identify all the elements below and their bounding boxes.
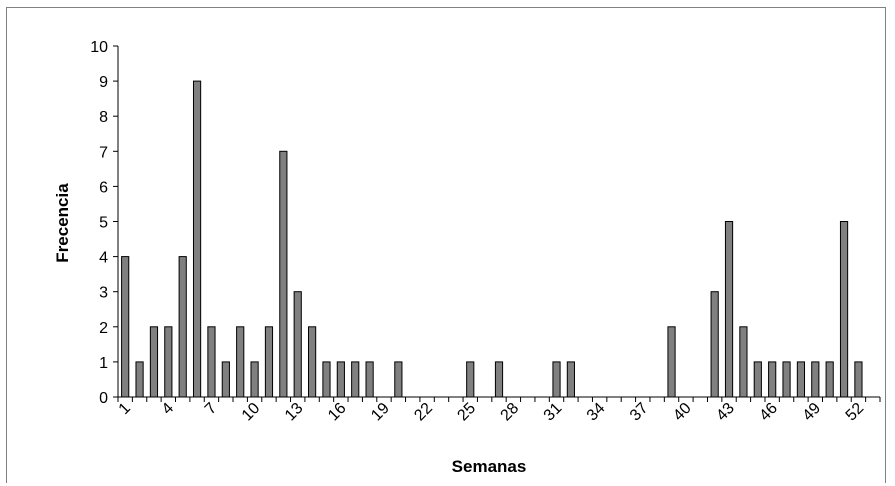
x-tick-label-10: 10 — [239, 400, 264, 425]
y-tick-label-2: 2 — [99, 320, 108, 337]
x-tick-label-19: 19 — [368, 400, 393, 425]
bar-week-51 — [839, 221, 849, 398]
y-tick-label-0: 0 — [99, 390, 108, 407]
bar-week-31 — [552, 361, 561, 398]
bar-week-13 — [293, 291, 302, 398]
x-tick-label-49: 49 — [800, 400, 825, 425]
x-tick-label-16: 16 — [325, 400, 350, 425]
bar-week-42 — [710, 291, 719, 398]
bar-week-6 — [192, 80, 202, 398]
bar-week-47 — [782, 361, 791, 398]
bar-week-25 — [466, 361, 475, 398]
y-tick-label-7: 7 — [99, 144, 108, 161]
bar-week-50 — [825, 361, 834, 398]
bar-week-15 — [322, 361, 331, 398]
y-tick-label-4: 4 — [99, 250, 108, 267]
x-tick-label-13: 13 — [282, 400, 307, 425]
bar-week-39 — [667, 326, 676, 398]
bar-week-48 — [796, 361, 806, 398]
bar-week-2 — [135, 361, 144, 398]
y-tick-label-3: 3 — [99, 285, 108, 302]
x-tick-label-22: 22 — [411, 400, 436, 425]
bar-week-52 — [854, 361, 863, 398]
bar-week-43 — [724, 221, 734, 398]
bar-week-49 — [811, 361, 820, 398]
x-tick-label-40: 40 — [670, 400, 695, 425]
bar-week-14 — [308, 326, 317, 398]
y-tick-label-5: 5 — [99, 215, 108, 232]
bar-week-27 — [494, 361, 504, 398]
bar-week-9 — [236, 326, 245, 398]
x-tick-label-43: 43 — [713, 400, 738, 425]
y-axis-title: Frecencia — [53, 183, 72, 263]
bar-week-3 — [149, 326, 159, 398]
y-tick-label-1: 1 — [99, 355, 108, 372]
y-tick-label-8: 8 — [99, 109, 108, 126]
x-tick-label-25: 25 — [454, 400, 479, 425]
bar-week-10 — [250, 361, 259, 398]
x-tick-label-4: 4 — [159, 400, 177, 418]
x-tick-label-31: 31 — [541, 400, 566, 425]
bar-week-4 — [164, 326, 173, 398]
chart-frame — [6, 7, 886, 483]
x-tick-label-34: 34 — [584, 400, 609, 425]
bar-week-11 — [264, 326, 274, 398]
bar-week-8 — [221, 361, 230, 398]
bar-week-20 — [394, 361, 403, 398]
x-tick-label-7: 7 — [202, 400, 220, 418]
bar-week-16 — [336, 361, 345, 398]
x-tick-label-46: 46 — [756, 400, 781, 425]
bar-week-17 — [351, 361, 360, 398]
bar-week-1 — [121, 256, 130, 398]
y-tick-label-9: 9 — [99, 74, 108, 91]
y-tick-label-10: 10 — [90, 39, 108, 56]
x-tick-label-37: 37 — [627, 400, 652, 425]
x-tick-label-1: 1 — [116, 400, 134, 418]
bar-week-7 — [207, 326, 216, 398]
bar-week-12 — [279, 150, 288, 398]
x-axis-title: Semanas — [452, 457, 527, 476]
bar-week-46 — [768, 361, 777, 398]
bar-week-5 — [178, 256, 187, 398]
x-tick-label-52: 52 — [843, 400, 868, 425]
y-tick-label-6: 6 — [99, 179, 108, 196]
bar-week-45 — [753, 361, 762, 398]
x-tick-label-28: 28 — [498, 400, 523, 425]
bar-week-44 — [739, 326, 748, 398]
bar-week-18 — [365, 361, 374, 398]
bar-week-32 — [566, 361, 575, 398]
